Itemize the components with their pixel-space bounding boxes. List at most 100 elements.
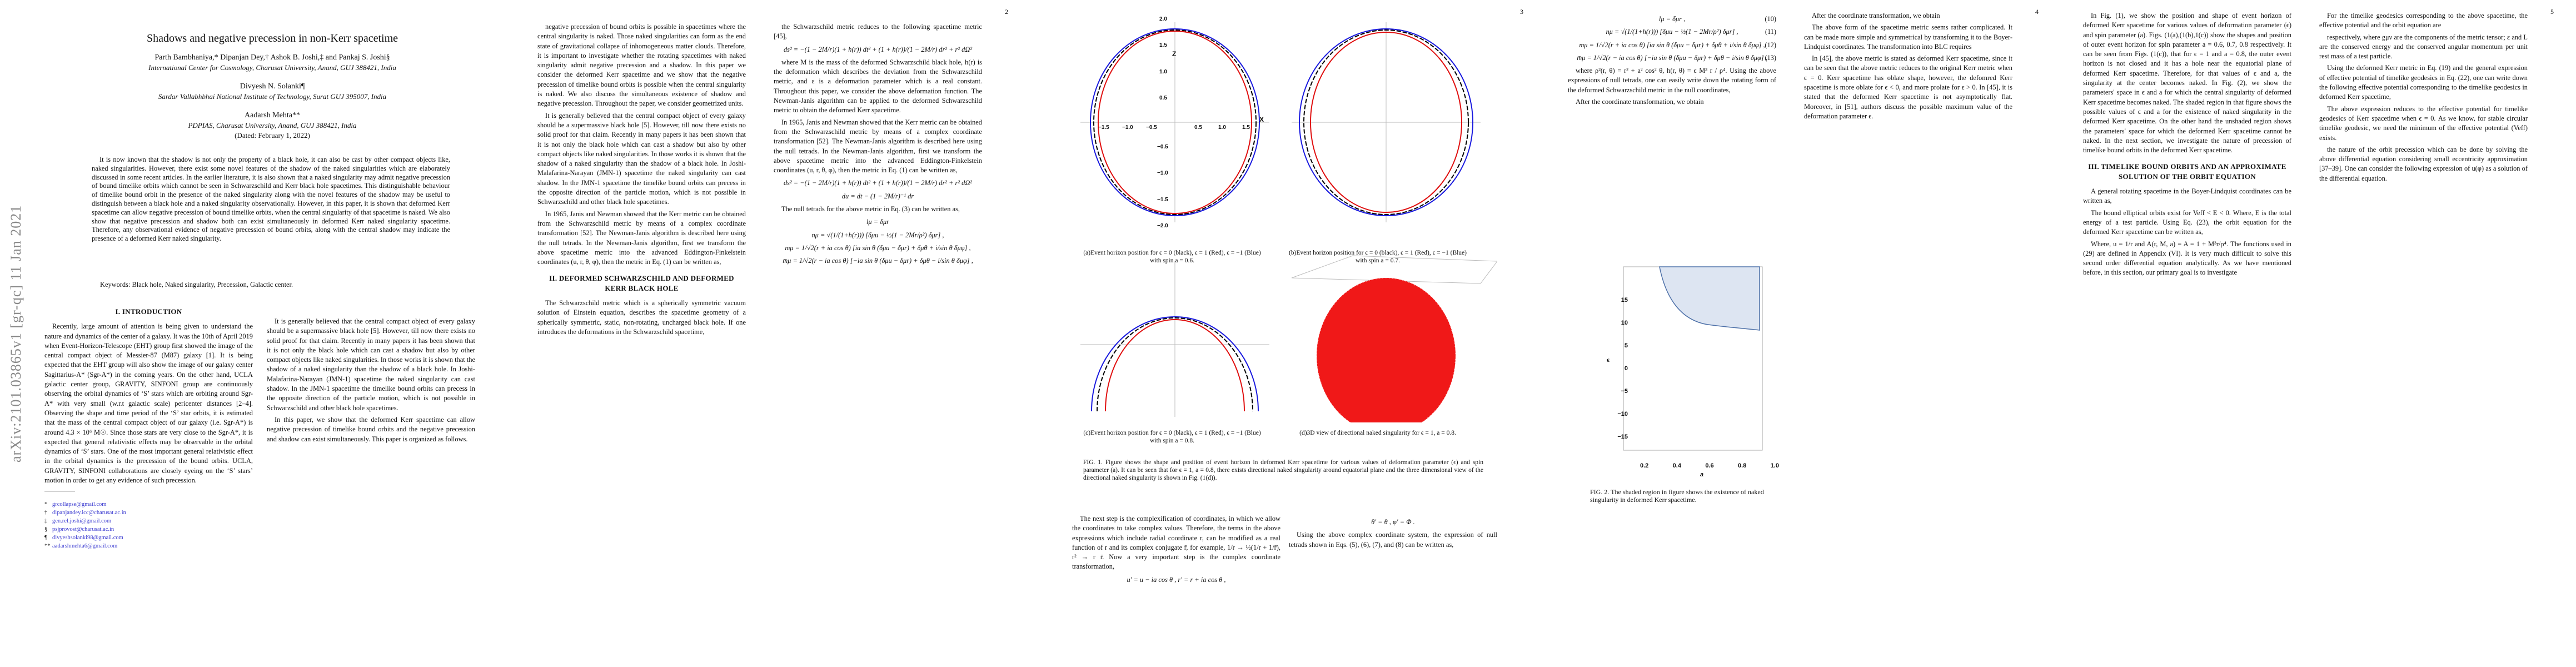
email-link[interactable]: psjprovost@charusat.ac.in: [52, 526, 114, 533]
paragraph: A general rotating spacetime in the Boye…: [2083, 187, 2291, 205]
column-right: the Schwarzschild metric reduces to the …: [774, 22, 982, 270]
column-right: θ′ = θ , φ′ = Φ . Using the above comple…: [1289, 514, 1497, 552]
email-link[interactable]: aadarshmehta6@gmail.com: [52, 543, 118, 550]
paper-title: Shadows and negative precession in non-K…: [146, 32, 398, 44]
equation: ds² = −(1 − 2M/r)(1 + h(r)) dt² + (1 + h…: [783, 45, 973, 53]
fig2-y-ticks: 15 10 5 0 −5 −10 −15: [1617, 297, 1628, 440]
paragraph: Using the deformed Kerr metric in Eq. (1…: [2319, 64, 2528, 101]
authors-2: Divyesh N. Solanki¶: [240, 82, 305, 91]
abstract: It is now known that the shadow is not o…: [92, 156, 450, 243]
tick-label: −1.5: [1157, 197, 1168, 203]
figure-1-caption: FIG. 1. Figure shows the shape and posit…: [1083, 459, 1483, 481]
column-right: For the timelike geodesics corresponding…: [2319, 11, 2528, 186]
equation: m̄μ = 1/√2(r − ia cos θ) [−ia sin θ (δμu…: [783, 257, 973, 265]
figure-1: [1080, 22, 1497, 422]
page-4: 4 lμ = δμr , (10) nμ = √(1/(1+h(r))) [δμu…: [1546, 0, 2061, 667]
paragraph: The above expression reduces to the effe…: [2319, 104, 2528, 142]
subcaption-a: (a)Event horizon position for ϵ = 0 (bla…: [1083, 250, 1261, 264]
subfigure-b: [1292, 22, 1481, 222]
tick-label: −1.0: [1122, 125, 1133, 131]
email-link[interactable]: gen.rel.joshi@gmail.com: [52, 518, 112, 525]
tick-label: 1.5: [1242, 125, 1250, 131]
email-link[interactable]: dipanjandey.icc@charusat.ac.in: [52, 510, 126, 516]
tick-label: −2.0: [1157, 223, 1168, 229]
keywords: Keywords: Black hole, Naked singularity,…: [100, 281, 293, 288]
equation: nμ = √(1/(1+h(r))) [δμu − ½(1 − 2Mr/ρ²) …: [1606, 28, 1776, 36]
axis-x-label: X: [1259, 116, 1264, 123]
footnote: * grcollapse@gmail.com: [44, 501, 107, 508]
footnote: ‡ gen.rel.joshi@gmail.com: [44, 518, 112, 525]
subfigure-c: [1080, 261, 1269, 417]
paragraph: Recently, large amount of attention is b…: [44, 322, 253, 485]
page-number: 3: [1520, 8, 1523, 16]
tick-label: −0.5: [1146, 125, 1157, 131]
naked-singularity-3d: [1317, 278, 1456, 422]
affiliation-2: Sardar Vallabhbhai National Institute of…: [158, 92, 387, 101]
horizon-red: [1098, 31, 1252, 214]
column-right: It is generally believed that the centra…: [267, 317, 475, 446]
page-5: 5 In Fig. (1), we show the position and …: [2061, 0, 2576, 667]
paragraph: Where, u = 1/r and A(r, M, a) = A = 1 + …: [2083, 240, 2291, 277]
subcaption-d: (d)3D view of directional naked singular…: [1299, 430, 1456, 436]
subcaption-b: (b)Event horizon position for ϵ = 0 (bla…: [1289, 250, 1467, 264]
paragraph: After the coordinate transformation, we …: [1812, 12, 1940, 19]
paragraph: negative precession of bound orbits is p…: [537, 23, 746, 108]
naked-singularity-region: [1659, 266, 1760, 331]
footnote: ** aadarshmehta6@gmail.com: [44, 543, 118, 550]
horizon-blue: [1090, 28, 1260, 216]
page-1: arXiv:2101.03865v1 [gr-qc] 11 Jan 2021 S…: [0, 0, 515, 667]
authors-3: Aadarsh Mehta**: [245, 111, 300, 120]
paragraph: In Fig. (1), we show the position and sh…: [2083, 12, 2291, 155]
email-link[interactable]: grcollapse@gmail.com: [52, 501, 107, 508]
paragraph: The bound elliptical orbits exist for Ve…: [2083, 208, 2291, 236]
section-heading: III. TIMELIKE BOUND ORBITS AND AN APPROX…: [2088, 162, 2286, 181]
tick-label: −1.0: [1157, 170, 1168, 176]
section-heading: I. INTRODUCTION: [115, 307, 182, 316]
tick-label: 1.0: [1159, 69, 1167, 75]
column-left: In Fig. (1), we show the position and sh…: [2083, 11, 2291, 280]
paragraph: In this paper, we show that the deformed…: [267, 415, 475, 443]
equation: m̄μ = 1/√2(r − ia cos θ) [−ia sin θ (δμu…: [1577, 53, 1776, 62]
equation: lμ = δμr: [866, 218, 890, 226]
date: (Dated: February 1, 2022): [235, 131, 310, 140]
tick-label: 0.5: [1194, 125, 1202, 131]
affiliation-3: PDPIAS, Charusat University, Anand, GUJ …: [188, 121, 357, 130]
subfigure-d: [1291, 255, 1497, 422]
equation: u′ = u − ia cos θ , r′ = r + ia cos θ ,: [1127, 575, 1226, 584]
paragraph: where ρ²(r, θ) = r² + a² cos² θ, h(r, θ)…: [1568, 67, 1776, 94]
equation: ds² = −(1 − 2M/r)(1 + h(r)) dt² + (1 + h…: [783, 179, 973, 187]
paragraph: The Schwarzschild metric which is a sphe…: [537, 299, 746, 336]
paragraph: After the coordinate transformation, we …: [1576, 98, 1704, 106]
authors-1: Parth Bambhaniya,* Dipanjan Dey,† Ashok …: [155, 53, 390, 62]
fig2-x-label: a: [1700, 471, 1704, 478]
tick-label: −1.5: [1098, 125, 1109, 131]
equation: nμ = √(1/(1+h(r))) [δμu − ½(1 − 2Mr/ρ²) …: [811, 231, 944, 239]
column-left: The next step is the complexification of…: [1072, 514, 1280, 588]
affiliation-1: International Center for Cosmology, Char…: [148, 63, 396, 72]
equation: du = dt − (1 − 2M/r)⁻¹ dr: [841, 192, 914, 200]
tick-label: 2.0: [1159, 16, 1167, 22]
paragraph: the Schwarzschild metric reduces to the …: [774, 23, 982, 41]
axis-z-label: Z: [1172, 50, 1177, 58]
footnote: § psjprovost@charusat.ac.in: [44, 526, 114, 533]
equation: θ′ = θ , φ′ = Φ .: [1371, 518, 1415, 526]
paragraph: Using the above complex coordinate syste…: [1289, 531, 1497, 549]
column-left: lμ = δμr , (10) nμ = √(1/(1+h(r))) [δμu −…: [1568, 11, 1776, 109]
page-2: 2 negative precession of bound orbits is…: [515, 0, 1030, 667]
arxiv-stamp: arXiv:2101.03865v1 [gr-qc] 11 Jan 2021: [8, 205, 24, 462]
page-3: 3 2.0 1.5 1.0 0.5 −0.5: [1030, 0, 1546, 667]
email-link[interactable]: divyeshsolanki98@gmail.com: [52, 535, 123, 541]
equation: mμ = 1/√2(r + ia cos θ) [ia sin θ (δμu −…: [1579, 41, 1776, 49]
equation: mμ = 1/√2(r + ia cos θ) [ia sin θ (δμu −…: [785, 243, 971, 252]
figure-2-caption: FIG. 2. The shaded region in figure show…: [1590, 488, 1764, 504]
footnote: † dipanjandey.icc@charusat.ac.in: [44, 510, 126, 516]
paragraph: The above form of the spacetime metric s…: [1804, 23, 2012, 51]
figure-2-plot: [1623, 266, 1763, 451]
page-number: 4: [2035, 8, 2039, 16]
paragraph: respectively, where gμν are the componen…: [2319, 33, 2528, 61]
tick-label: 1.5: [1159, 42, 1167, 48]
fig2-y-label: ϵ: [1607, 356, 1610, 364]
horizon-black: [1093, 29, 1257, 215]
column-left: I. INTRODUCTION Recently, large amount o…: [44, 300, 253, 550]
subfigure-a: [1080, 22, 1269, 222]
